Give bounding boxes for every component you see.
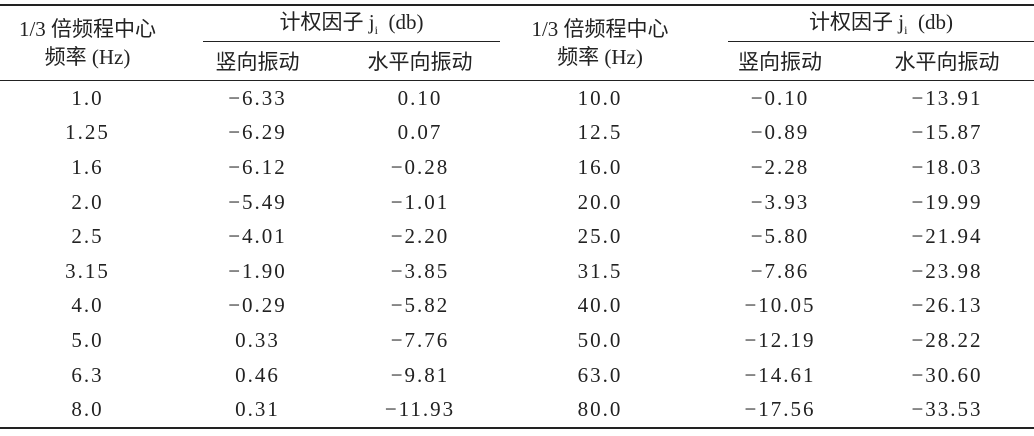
table-cell: 0.07	[397, 120, 443, 145]
weight-label: 计权因子 ji (db)	[728, 6, 1034, 42]
weight-unit: (db)	[388, 10, 424, 35]
table-cell: −3.93	[750, 189, 810, 214]
table-cell: −1.01	[390, 189, 450, 214]
table-cell: −0.28	[390, 154, 450, 179]
header-line: 1/3 倍频程中心	[531, 17, 669, 41]
table-cell: −17.56	[744, 397, 816, 422]
table-header: 1/3 倍频程中心 频率 (Hz) 计权因子 ji (db) 1/3 倍频程中心 频率 …	[0, 5, 1034, 81]
table-row: 8.0 0.31 −11.93 80.0 −17.56 −33.53	[0, 392, 1034, 428]
table-cell: −26.13	[911, 293, 983, 318]
table-cell: 10.0	[577, 85, 623, 110]
table-cell: 31.5	[577, 258, 623, 283]
table-cell: −4.01	[228, 224, 287, 249]
table-cell: 6.3	[71, 362, 104, 387]
weight-header: 计权因子 ji (db)	[175, 5, 500, 42]
frequency-header: 1/3 倍频程中心 频率 (Hz)	[500, 5, 700, 81]
weight-subscript: i	[904, 23, 908, 38]
table-cell: 0.46	[235, 362, 280, 387]
table-cell: −7.76	[390, 327, 450, 352]
table-cell: −23.98	[911, 258, 983, 283]
table-cell: 2.5	[71, 224, 104, 249]
table-row: 1.25 −6.29 0.07 12.5 −0.89 −15.87	[0, 116, 1034, 151]
table-cell: −21.94	[911, 224, 983, 249]
table-cell: 1.25	[65, 120, 110, 145]
table-cell: −18.03	[911, 154, 983, 179]
table-cell: −10.05	[744, 293, 816, 318]
table-row: 2.5 −4.01 −2.20 25.0 −5.80 −21.94	[0, 219, 1034, 254]
table-cell: −6.12	[228, 154, 287, 179]
table-cell: −0.89	[750, 120, 810, 145]
table-cell: −6.29	[228, 120, 287, 145]
weight-subscript: i	[374, 23, 378, 38]
sub-column-header: 水平向振动	[860, 42, 1034, 81]
weight-header: 计权因子 ji (db)	[700, 5, 1034, 42]
table-cell: 5.0	[71, 327, 104, 352]
table-cell: −2.20	[390, 224, 450, 249]
sub-column-header: 竖向振动	[175, 42, 340, 81]
weight-unit: (db)	[917, 10, 953, 35]
table-cell: 0.33	[235, 327, 280, 352]
table-cell: 0.10	[397, 85, 443, 110]
table-cell: 1.6	[71, 154, 104, 179]
table-cell: −6.33	[228, 85, 287, 110]
table-cell: −0.10	[750, 85, 810, 110]
weighting-table: 1/3 倍频程中心 频率 (Hz) 计权因子 ji (db) 1/3 倍频程中心 频率 …	[0, 4, 1034, 429]
header-line: 频率 (Hz)	[44, 45, 131, 69]
frequency-header: 1/3 倍频程中心 频率 (Hz)	[0, 5, 175, 81]
table-row: 6.3 0.46 −9.81 63.0 −14.61 −30.60	[0, 358, 1034, 393]
table-cell: −30.60	[911, 362, 983, 387]
table-cell: −28.22	[911, 327, 983, 352]
table-cell: −0.29	[228, 293, 287, 318]
table-cell: 8.0	[71, 397, 104, 422]
table-cell: −5.49	[228, 189, 287, 214]
table-row: 1.0 −6.33 0.10 10.0 −0.10 −13.91	[0, 81, 1034, 116]
table-cell: −2.28	[750, 154, 810, 179]
table-cell: 80.0	[577, 397, 623, 422]
table-cell: 1.0	[71, 85, 104, 110]
weight-label: 计权因子 ji (db)	[203, 6, 500, 42]
table-row: 5.0 0.33 −7.76 50.0 −12.19 −28.22	[0, 323, 1034, 358]
table-cell: −11.93	[384, 397, 456, 422]
table-cell: −14.61	[744, 362, 816, 387]
table-cell: 40.0	[577, 293, 623, 318]
header-line: 频率 (Hz)	[557, 45, 643, 69]
table-cell: −33.53	[911, 397, 983, 422]
table-cell: −19.99	[911, 189, 983, 214]
table-cell: 0.31	[235, 397, 280, 422]
table-cell: −1.90	[228, 258, 287, 283]
table-body: 1.0 −6.33 0.10 10.0 −0.10 −13.91 1.25 −6.29 0.07…	[0, 81, 1034, 428]
table-cell: 3.15	[65, 258, 110, 283]
table-cell: 12.5	[577, 120, 623, 145]
weight-text: 计权因子 j	[809, 10, 905, 35]
header-line: 1/3 倍频程中心	[18, 17, 157, 41]
table-cell: −5.82	[390, 293, 450, 318]
table-row: 3.15 −1.90 −3.85 31.5 −7.86 −23.98	[0, 254, 1034, 289]
table-cell: 4.0	[71, 293, 104, 318]
table-cell: 20.0	[577, 189, 623, 214]
table-row: 4.0 −0.29 −5.82 40.0 −10.05 −26.13	[0, 289, 1034, 324]
sub-column-header: 竖向振动	[700, 42, 860, 81]
table-cell: −13.91	[911, 85, 983, 110]
sub-column-header: 水平向振动	[340, 42, 500, 81]
table-cell: −12.19	[744, 327, 816, 352]
table-cell: 25.0	[577, 224, 623, 249]
table-cell: −15.87	[911, 120, 983, 145]
table-cell: 50.0	[577, 327, 623, 352]
table-cell: −9.81	[390, 362, 450, 387]
table-row: 2.0 −5.49 −1.01 20.0 −3.93 −19.99	[0, 185, 1034, 220]
table-cell: 16.0	[577, 154, 623, 179]
table-cell: −3.85	[390, 258, 450, 283]
table-cell: 2.0	[71, 189, 104, 214]
table-cell: 63.0	[577, 362, 623, 387]
table-cell: −7.86	[750, 258, 810, 283]
weight-text: 计权因子 j	[279, 10, 375, 35]
table-row: 1.6 −6.12 −0.28 16.0 −2.28 −18.03	[0, 150, 1034, 185]
table-cell: −5.80	[750, 224, 810, 249]
